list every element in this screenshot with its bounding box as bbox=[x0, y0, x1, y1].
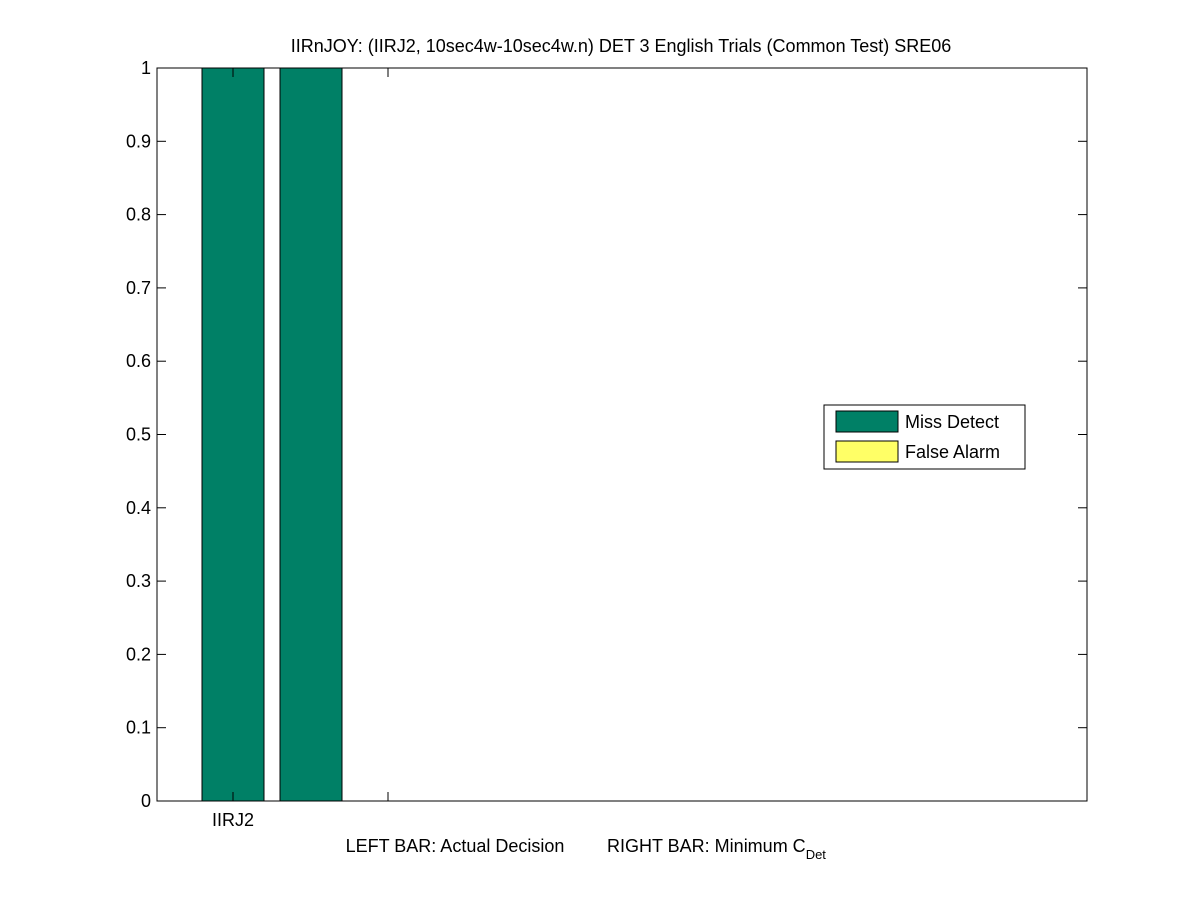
x-axis-label-right: RIGHT BAR: Minimum CDet bbox=[607, 836, 826, 862]
legend: Miss Detect False Alarm bbox=[823, 404, 1026, 470]
y-tick-label: 0 bbox=[141, 791, 151, 811]
x-axis-label-left: LEFT BAR: Actual Decision bbox=[346, 836, 565, 856]
legend-swatch-miss-detect bbox=[835, 410, 899, 433]
bar-miss-detect-left bbox=[201, 67, 265, 802]
y-tick-label: 0.9 bbox=[126, 131, 151, 151]
chart-title: IIRnJOY: (IIRJ2, 10sec4w-10sec4w.n) DET … bbox=[291, 36, 952, 56]
y-tick-label: 0.5 bbox=[126, 425, 151, 445]
y-tick-label: 1 bbox=[141, 58, 151, 78]
y-tick-label: 0.7 bbox=[126, 278, 151, 298]
y-tick-label: 0.6 bbox=[126, 351, 151, 371]
y-tick-label: 0.8 bbox=[126, 205, 151, 225]
y-tick-label: 0.1 bbox=[126, 718, 151, 738]
y-tick-label: 0.4 bbox=[126, 498, 151, 518]
legend-swatch-false-alarm bbox=[835, 440, 899, 463]
axis-ticks bbox=[157, 67, 1087, 802]
y-axis-tick-labels: 0 0.1 0.2 0.3 0.4 0.5 0.6 0.7 0.8 0.9 1 bbox=[126, 58, 151, 811]
y-tick-label: 0.3 bbox=[126, 571, 151, 591]
x-axis-tick-labels: IIRJ2 bbox=[212, 810, 254, 830]
x-axis-label-right-main: RIGHT BAR: Minimum C bbox=[607, 836, 806, 856]
bar-miss-detect-right bbox=[279, 67, 343, 802]
y-tick-label: 0.2 bbox=[126, 644, 151, 664]
legend-label-miss-detect: Miss Detect bbox=[905, 412, 999, 432]
x-tick-label: IIRJ2 bbox=[212, 810, 254, 830]
x-axis-label-right-subscript: Det bbox=[806, 847, 827, 862]
legend-label-false-alarm: False Alarm bbox=[905, 442, 1000, 462]
